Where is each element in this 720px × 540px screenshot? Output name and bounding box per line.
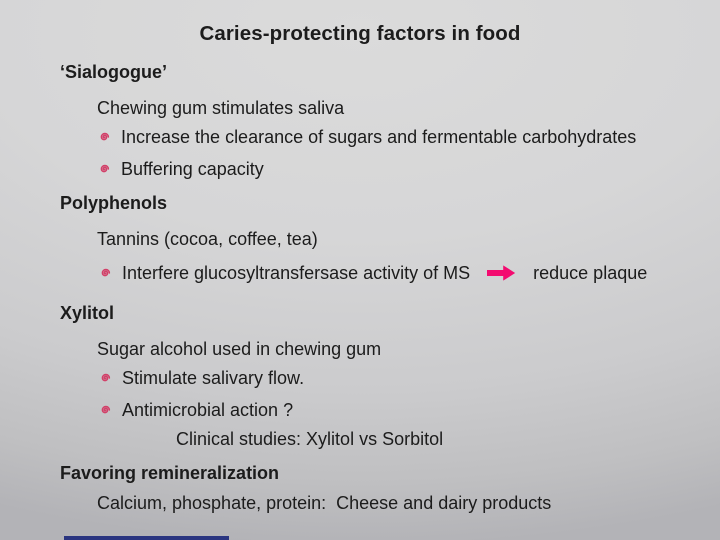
bullet-text: Buffering capacity — [121, 159, 264, 179]
bullet-antimicrobial: Antimicrobial action ? — [98, 399, 293, 421]
bullet-text: Increase the clearance of sugars and fer… — [121, 127, 637, 147]
heading-xylitol: Xylitol — [60, 303, 115, 323]
bullet-interfere-ms: Interfere glucosyltransfersase activity … — [98, 262, 647, 284]
xylitol-note-clinical-studies: Clinical studies: Xylitol vs Sorbitol — [176, 429, 444, 449]
bullet-text: Antimicrobial action ? — [122, 400, 294, 420]
remineralization-line-calcium: Calcium, phosphate, protein: Cheese and … — [97, 493, 552, 513]
spiral-bullet-icon — [101, 373, 111, 382]
bullet-increase-clearance: Increase the clearance of sugars and fer… — [97, 126, 636, 148]
bullet-stimulate-salivary: Stimulate salivary flow. — [98, 367, 304, 389]
spiral-bullet-icon — [100, 164, 110, 173]
arrow-right-icon — [487, 265, 516, 281]
bullet-text: Stimulate salivary flow. — [122, 368, 305, 388]
sialogogue-line-chewing-gum: Chewing gum stimulates saliva — [97, 98, 345, 118]
bullet-text: Interfere glucosyltransfersase activity … — [122, 263, 471, 283]
polyphenols-line-tannins: Tannins (cocoa, coffee, tea) — [97, 229, 318, 249]
spiral-bullet-icon — [101, 268, 111, 277]
heading-sialogogue: ‘Sialogogue’ — [60, 62, 168, 82]
bullet-buffering-capacity: Buffering capacity — [97, 158, 264, 180]
heading-polyphenols: Polyphenols — [60, 193, 168, 213]
spiral-bullet-icon — [100, 132, 110, 141]
heading-favoring-remineralization: Favoring remineralization — [60, 463, 280, 483]
footer-progress-bar — [64, 536, 229, 540]
bullet-text: reduce plaque — [533, 263, 648, 283]
spiral-bullet-icon — [101, 405, 111, 414]
xylitol-line-sugar-alcohol: Sugar alcohol used in chewing gum — [97, 339, 382, 359]
slide-title: Caries-protecting factors in food — [199, 22, 521, 45]
